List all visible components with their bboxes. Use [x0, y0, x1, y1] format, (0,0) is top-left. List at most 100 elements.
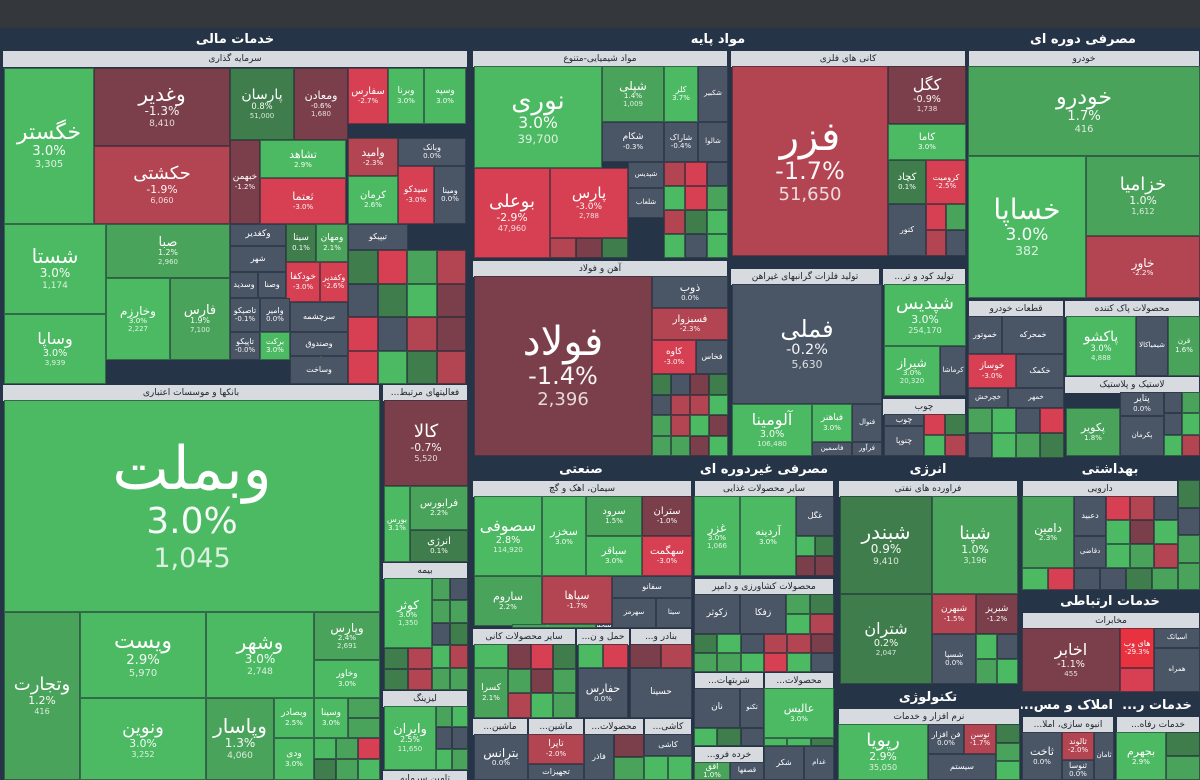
small-stock-tile[interactable]	[997, 659, 1018, 684]
stock-tile[interactable]: ویست 2.9% 5,970	[80, 612, 206, 698]
small-stock-tile[interactable]	[706, 186, 728, 210]
small-stock-tile[interactable]	[810, 614, 834, 634]
stock-tile[interactable]: اسیاتک	[1154, 628, 1200, 648]
small-stock-tile[interactable]	[976, 634, 997, 659]
small-stock-tile[interactable]	[787, 634, 811, 653]
small-stock-tile[interactable]	[1040, 408, 1064, 433]
small-stock-tile[interactable]	[377, 283, 407, 317]
small-stock-tile[interactable]	[810, 594, 834, 614]
stock-tile[interactable]: پترول3.0%	[320, 356, 322, 358]
stock-tile[interactable]: فارس 1.9% 7,100	[170, 278, 230, 360]
stock-tile[interactable]: چوب	[884, 414, 924, 426]
stock-tile[interactable]: فن افزار 0.0%	[928, 724, 964, 754]
small-stock-tile[interactable]	[348, 283, 378, 317]
industry-title[interactable]: چوب	[883, 399, 965, 415]
stock-tile[interactable]: غگل	[796, 496, 834, 536]
small-stock-tile[interactable]	[709, 415, 728, 436]
stock-tile[interactable]: چنوپا	[884, 426, 924, 456]
small-stock-tile[interactable]	[996, 761, 1020, 780]
stock-tile[interactable]: توسن -1.7%	[964, 724, 996, 754]
small-stock-tile[interactable]	[694, 728, 718, 746]
stock-tile[interactable]: کگل -0.9% 1,738	[888, 66, 966, 124]
stock-tile[interactable]: وبرنا 3.0%	[388, 68, 424, 124]
stock-tile[interactable]: همراه	[1154, 648, 1200, 692]
small-stock-tile[interactable]	[384, 669, 408, 690]
small-stock-tile[interactable]	[550, 238, 576, 258]
stock-tile[interactable]: کرماشا	[940, 346, 966, 396]
industry-title[interactable]: کاشی...	[645, 719, 691, 735]
industry-title[interactable]: ماشین...	[473, 719, 527, 735]
stock-tile[interactable]: وخاور 3.0%	[314, 660, 380, 698]
stock-tile[interactable]: خودرو 1.7% 416	[968, 66, 1200, 156]
small-stock-tile[interactable]	[1164, 413, 1182, 435]
stock-tile[interactable]: وامید -2.3%	[348, 138, 398, 176]
small-stock-tile[interactable]	[924, 435, 945, 456]
stock-tile[interactable]: شستا 3.0% 1,174	[4, 224, 106, 314]
small-stock-tile[interactable]	[664, 210, 686, 234]
stock-tile[interactable]: کسرا 2.1%	[474, 668, 508, 718]
stock-tile[interactable]: فولاد -1.4% 2,396	[474, 276, 652, 456]
stock-tile[interactable]: فرابورس 2.2%	[410, 486, 468, 530]
small-stock-tile[interactable]	[815, 556, 834, 576]
industry-title[interactable]: قطعات خودرو	[969, 301, 1063, 317]
stock-tile[interactable]: ونوین 3.0% 3,252	[80, 698, 206, 780]
small-stock-tile[interactable]	[348, 317, 378, 351]
stock-tile[interactable]: تیپیکو	[348, 224, 408, 250]
stock-tile[interactable]: وسینا 3.0%	[314, 698, 348, 738]
stock-tile[interactable]: پاکشو 3.0% 4,888	[1066, 316, 1136, 376]
small-stock-tile[interactable]	[690, 394, 709, 415]
small-stock-tile[interactable]	[740, 728, 764, 746]
small-stock-tile[interactable]	[450, 622, 468, 646]
small-stock-tile[interactable]	[408, 648, 432, 669]
stock-tile[interactable]: سیدکو -3.0%	[398, 166, 434, 224]
stock-tile[interactable]: شپلی 1.4% 1,009	[602, 66, 664, 122]
industry-title[interactable]: نرم افزار و خدمات	[839, 709, 1019, 725]
stock-tile[interactable]: کالا -0.7% 5,520	[384, 400, 468, 486]
small-stock-tile[interactable]	[996, 742, 1020, 762]
industry-title[interactable]: فعالیتهای مرتبط...	[383, 385, 467, 401]
industry-title[interactable]: محصولات پاک کننده	[1065, 301, 1199, 317]
small-stock-tile[interactable]	[946, 230, 966, 256]
stock-tile[interactable]: خکمک	[1016, 354, 1064, 388]
stock-tile[interactable]: وایران 2.5% 11,650	[384, 706, 436, 770]
small-stock-tile[interactable]	[709, 394, 728, 415]
stock-tile[interactable]: ومعادن -0.6% 1,680	[294, 68, 348, 140]
small-stock-tile[interactable]	[436, 283, 466, 317]
small-stock-tile[interactable]	[685, 186, 707, 210]
small-stock-tile[interactable]	[1048, 568, 1074, 590]
stock-tile[interactable]: کلر 3.7%	[664, 66, 698, 122]
stock-tile[interactable]: انرژی 0.1%	[410, 530, 468, 562]
stock-tile[interactable]: سرچشمه	[290, 302, 348, 332]
small-stock-tile[interactable]	[685, 162, 707, 186]
small-stock-tile[interactable]	[706, 234, 728, 258]
small-stock-tile[interactable]	[709, 435, 728, 456]
stock-tile[interactable]: غدام	[804, 746, 834, 780]
stock-tile[interactable]: حسینا	[630, 668, 692, 718]
stock-tile[interactable]: سیتا	[656, 598, 692, 628]
small-stock-tile[interactable]	[652, 374, 671, 395]
small-stock-tile[interactable]	[1182, 434, 1200, 456]
small-stock-tile[interactable]	[685, 210, 707, 234]
small-stock-tile[interactable]	[968, 433, 992, 458]
small-stock-tile[interactable]	[377, 350, 407, 384]
stock-tile[interactable]: خبهمن -1.2%	[230, 140, 260, 224]
small-stock-tile[interactable]	[407, 350, 437, 384]
small-stock-tile[interactable]	[348, 250, 378, 284]
small-stock-tile[interactable]	[810, 634, 834, 653]
industry-title[interactable]: خرده فرو...	[695, 747, 763, 763]
stock-tile[interactable]: سصوفی 2.8% 114,920	[474, 496, 542, 576]
stock-tile[interactable]: برکت 3.0%	[260, 332, 290, 360]
small-stock-tile[interactable]	[706, 162, 728, 186]
small-stock-tile[interactable]	[786, 594, 810, 614]
stock-tile[interactable]: شلعاب	[628, 188, 664, 218]
stock-tile[interactable]: شاراک -0.4%	[664, 122, 698, 162]
stock-tile[interactable]: رپویا 2.9% 35,050	[838, 724, 928, 780]
stock-tile[interactable]: فباهنر 3.0%	[812, 404, 852, 442]
small-stock-tile[interactable]	[815, 536, 834, 556]
stock-tile[interactable]: فرآور	[852, 442, 882, 456]
small-stock-tile[interactable]	[1130, 520, 1154, 544]
small-stock-tile[interactable]	[1182, 392, 1200, 414]
stock-tile[interactable]: کرومیت -2.5%	[926, 160, 966, 204]
stock-tile[interactable]: شکام -0.3%	[602, 122, 664, 162]
industry-title[interactable]: سایر محصولات کانی	[473, 629, 575, 645]
